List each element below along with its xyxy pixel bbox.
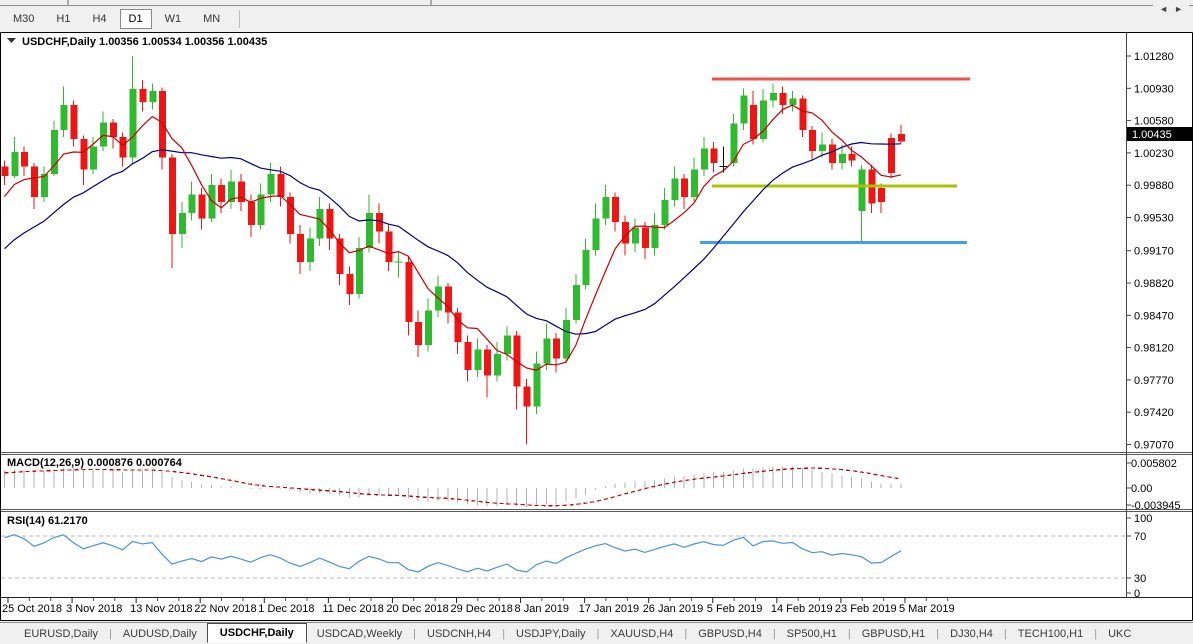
chart-tab-dj30-h4[interactable]: DJ30,H4	[950, 627, 993, 640]
date-axis-tick: 13 Nov 2018	[130, 603, 192, 615]
current-price-marker: 1.00435	[1127, 127, 1192, 141]
moving-averages	[4, 104, 901, 371]
tab-separator: |	[847, 627, 851, 640]
macd-indicator	[4, 466, 902, 507]
date-axis-tick: 1 Dec 2018	[258, 603, 314, 615]
tab-scroll-arrows: ◄►	[1153, 4, 1189, 14]
price-axis-tick: 0.99170	[1134, 246, 1174, 258]
chart-tab-usdjpy-daily[interactable]: USDJPY,Daily	[516, 627, 586, 640]
price-axis-tick: 0.97770	[1134, 375, 1174, 387]
price-axis-tick: 1.00580	[1134, 116, 1174, 128]
chart-tab-tech100-h1[interactable]: TECH100,H1	[1017, 627, 1084, 640]
rsi-indicator	[4, 534, 902, 573]
axis-labels: 1.01280 1.00930 1.00580 1.00230 0.99880 0.995…	[2, 51, 1181, 615]
chart-tab-sp500-h1[interactable]: SP500,H1	[786, 627, 837, 640]
symbol-tab-bar: EURUSD,Daily | AUDUSD,Daily USDCHF,Daily USD…	[0, 622, 1193, 644]
timeframe-toolbar: M30 H1 H4 D1 W1 MN	[0, 6, 1193, 31]
price-axis-tick: 0.99880	[1134, 180, 1174, 192]
toolbar-remnant-strip	[0, 0, 1193, 6]
macd-label: MACD(12,26,9) 0.000876 0.000764	[7, 457, 183, 469]
date-axis-tick: 11 Dec 2018	[322, 603, 384, 615]
tab-separator: |	[936, 627, 940, 640]
toolbar-separator	[239, 9, 241, 28]
price-axis-tick: 0.98470	[1134, 310, 1174, 322]
toolbar-divider	[430, 0, 432, 5]
chart-tab-gbpusd-h4[interactable]: GBPUSD,H4	[698, 627, 762, 640]
tab-scroll-right-icon[interactable]: ►	[1174, 4, 1189, 14]
rsi-axis-tick: 30	[1134, 573, 1146, 585]
chart-tab-usdchf-daily[interactable]: USDCHF,Daily	[206, 623, 307, 643]
toolbar-divider	[67, 0, 69, 5]
rsi-axis-tick: 70	[1134, 531, 1146, 543]
horizontal-trend-lines[interactable]	[700, 77, 970, 244]
timeframe-button-h4[interactable]: H4	[92, 12, 107, 25]
chart-tab-gbpusd-h1[interactable]: GBPUSD,H1	[861, 627, 926, 640]
rsi-axis-tick: 0	[1134, 588, 1140, 600]
price-axis-tick: 1.00230	[1134, 148, 1174, 160]
tab-separator: |	[413, 627, 416, 640]
chart-tab-audusd-daily[interactable]: AUDUSD,Daily	[122, 627, 197, 640]
price-axis-tick: 0.98120	[1134, 343, 1174, 355]
date-axis-tick: 20 Dec 2018	[386, 603, 448, 615]
price-axis-tick: 0.97070	[1134, 439, 1174, 451]
chart-dropdown-triangle-icon[interactable]	[7, 38, 16, 43]
tab-separator: |	[772, 627, 776, 640]
date-axis-tick: 3 Nov 2018	[66, 603, 122, 615]
date-axis-tick: 14 Feb 2019	[771, 603, 833, 615]
chart-tab-ukc[interactable]: UKC	[1108, 627, 1132, 640]
chart-tab-eurusd-daily[interactable]: EURUSD,Daily	[24, 627, 98, 640]
timeframe-button-h1[interactable]: H1	[56, 12, 71, 25]
tab-separator: |	[1094, 627, 1098, 640]
date-axis-tick: 17 Jan 2019	[579, 603, 640, 615]
rsi-level-lines	[1, 535, 1126, 579]
date-axis-tick: 26 Jan 2019	[643, 603, 704, 615]
date-axis-tick: 29 Dec 2018	[450, 603, 512, 615]
rsi-axis-tick: 100	[1134, 513, 1152, 525]
tab-scroll-left-icon[interactable]: ◄	[1159, 4, 1175, 14]
chart-title: USDCHF,Daily 1.00356 1.00534 1.00356 1.0…	[22, 36, 267, 48]
macd-axis-tick: -0.003945	[1131, 500, 1181, 512]
price-axis-tick: 1.00930	[1134, 83, 1174, 95]
chart-tab-usdcnh-h4[interactable]: USDCNH,H4	[427, 627, 492, 640]
candlesticks	[1, 56, 905, 445]
tab-separator: |	[1003, 627, 1007, 640]
timeframe-button-d1[interactable]: D1	[119, 8, 152, 29]
price-axis-tick: 0.97420	[1134, 407, 1174, 419]
price-axis-tick: 0.98820	[1134, 278, 1174, 290]
date-axis-tick: 5 Mar 2019	[899, 603, 955, 615]
date-axis-tick: 5 Feb 2019	[707, 603, 763, 615]
chart-tab-usdcad-weekly[interactable]: USDCAD,Weekly	[316, 627, 403, 640]
macd-axis-tick: 0.005802	[1131, 458, 1177, 470]
chart-background	[1, 32, 1192, 620]
price-axis-tick: 0.99530	[1134, 212, 1174, 224]
date-axis-tick: 22 Nov 2018	[194, 603, 256, 615]
chart-tab-xauusd-h4[interactable]: XAUUSD,H4	[610, 627, 674, 640]
rsi-label: RSI(14) 61.2170	[7, 515, 88, 527]
timeframe-button-mn[interactable]: MN	[203, 12, 221, 25]
pane-frames	[0, 32, 1193, 621]
date-axis-tick: 23 Feb 2019	[835, 603, 897, 615]
date-axis-tick: 25 Oct 2018	[2, 603, 62, 615]
tab-separator: |	[596, 627, 600, 640]
tab-separator: |	[108, 627, 112, 640]
date-axis-tick: 8 Jan 2019	[515, 603, 569, 615]
tab-separator: |	[684, 627, 688, 640]
price-axis-tick: 1.01280	[1134, 51, 1174, 63]
timeframe-button-w1[interactable]: W1	[164, 12, 182, 25]
current-price-value: 1.00435	[1132, 129, 1172, 141]
macd-axis-tick: 0.00	[1131, 483, 1152, 495]
timeframe-button-m30[interactable]: M30	[13, 12, 35, 25]
tab-separator: |	[502, 627, 506, 640]
